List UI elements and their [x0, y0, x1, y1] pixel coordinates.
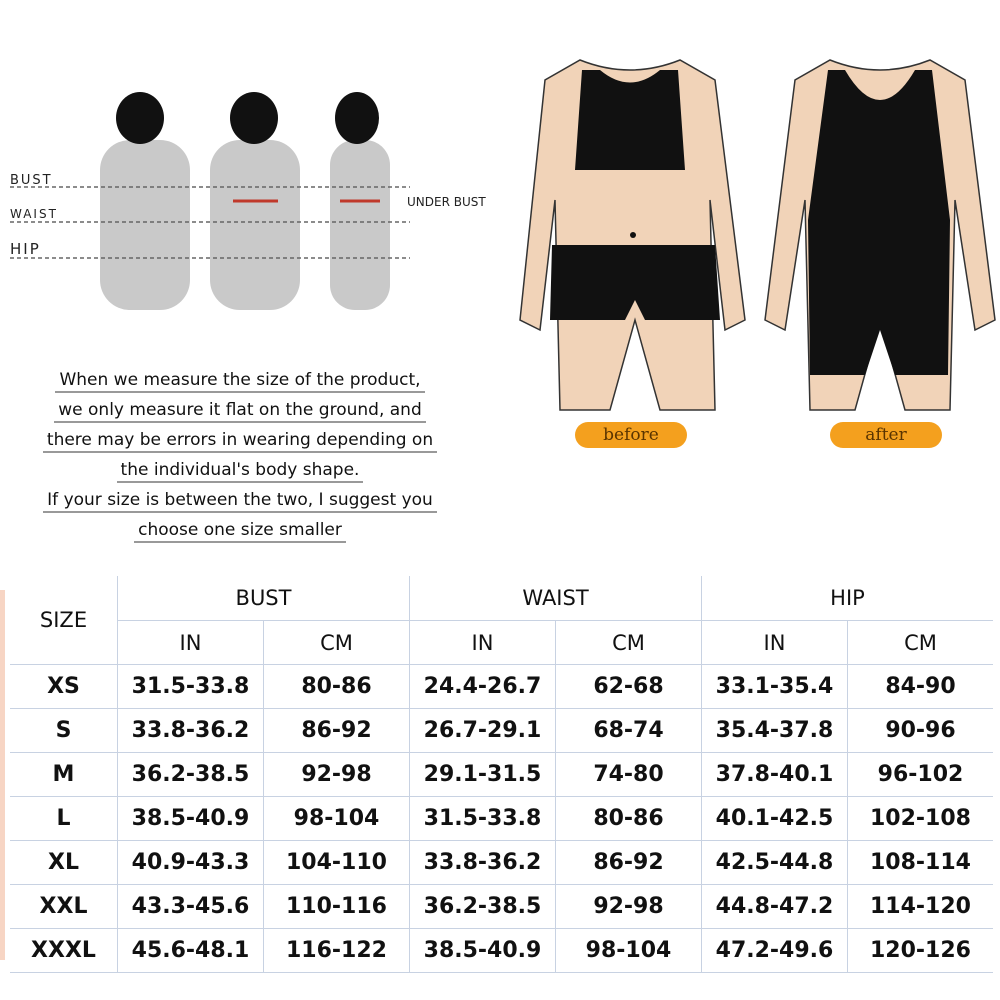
size-cell: XXXL: [10, 928, 118, 973]
size-table: SIZE BUST WAIST HIP IN CM IN CM IN CM XS…: [10, 576, 993, 973]
value-cell: 92-98: [263, 752, 410, 797]
waist-label: WAIST: [10, 207, 58, 221]
size-header: SIZE: [10, 576, 118, 665]
unit-header: CM: [847, 620, 993, 665]
table-row: L 38.5-40.9 98-104 31.5-33.8 80-86 40.1-42.5 1…: [10, 796, 993, 841]
value-cell: 29.1-31.5: [409, 752, 556, 797]
value-cell: 116-122: [263, 928, 410, 973]
value-cell: 42.5-44.8: [701, 840, 848, 885]
value-cell: 47.2-49.6: [701, 928, 848, 973]
value-cell: 40.1-42.5: [701, 796, 848, 841]
value-cell: 31.5-33.8: [117, 664, 264, 709]
under-bust-label: UNDER BUST: [407, 195, 486, 209]
value-cell: 24.4-26.7: [409, 664, 556, 709]
table-row: XXL 43.3-45.6 110-116 36.2-38.5 92-98 44.8-47…: [10, 884, 993, 929]
value-cell: 108-114: [847, 840, 993, 885]
value-cell: 36.2-38.5: [117, 752, 264, 797]
left-edge-accent: [0, 590, 5, 960]
value-cell: 31.5-33.8: [409, 796, 556, 841]
value-cell: 26.7-29.1: [409, 708, 556, 753]
value-cell: 68-74: [555, 708, 702, 753]
table-row: XXXL 45.6-48.1 116-122 38.5-40.9 98-104 47.2-…: [10, 928, 993, 973]
size-cell: S: [10, 708, 118, 753]
value-cell: 90-96: [847, 708, 993, 753]
before-label: before: [575, 422, 687, 448]
value-cell: 84-90: [847, 664, 993, 709]
size-cell: XXL: [10, 884, 118, 929]
size-cell: XS: [10, 664, 118, 709]
size-cell: L: [10, 796, 118, 841]
note-line: choose one size smaller: [134, 520, 346, 543]
size-cell: XL: [10, 840, 118, 885]
value-cell: 102-108: [847, 796, 993, 841]
before-after-illustration: [519, 59, 996, 411]
value-cell: 33.8-36.2: [117, 708, 264, 753]
size-cell: M: [10, 752, 118, 797]
value-cell: 44.8-47.2: [701, 884, 848, 929]
value-cell: 45.6-48.1: [117, 928, 264, 973]
unit-header: IN: [117, 620, 264, 665]
value-cell: 110-116: [263, 884, 410, 929]
value-cell: 92-98: [555, 884, 702, 929]
value-cell: 86-92: [555, 840, 702, 885]
note-line: the individual's body shape.: [116, 460, 364, 483]
value-cell: 62-68: [555, 664, 702, 709]
value-cell: 114-120: [847, 884, 993, 929]
note-line: When we measure the size of the product,: [55, 370, 425, 393]
value-cell: 74-80: [555, 752, 702, 797]
value-cell: 33.8-36.2: [409, 840, 556, 885]
note-line: If your size is between the two, I sugge…: [43, 490, 437, 513]
value-cell: 43.3-45.6: [117, 884, 264, 929]
table-row: S 33.8-36.2 86-92 26.7-29.1 68-74 35.4-37.8 90…: [10, 708, 993, 753]
value-cell: 98-104: [555, 928, 702, 973]
unit-header: CM: [555, 620, 702, 665]
hip-label: HIP: [10, 240, 41, 258]
hip-header: HIP: [701, 576, 993, 621]
bust-header: BUST: [117, 576, 410, 621]
value-cell: 33.1-35.4: [701, 664, 848, 709]
note-line: we only measure it flat on the ground, a…: [54, 400, 426, 423]
note-line: there may be errors in wearing depending…: [42, 430, 438, 453]
value-cell: 40.9-43.3: [117, 840, 264, 885]
value-cell: 86-92: [263, 708, 410, 753]
value-cell: 80-86: [263, 664, 410, 709]
after-label: after: [830, 422, 942, 448]
value-cell: 38.5-40.9: [409, 928, 556, 973]
table-row: M 36.2-38.5 92-98 29.1-31.5 74-80 37.8-40.1 96…: [10, 752, 993, 797]
waist-header: WAIST: [409, 576, 702, 621]
value-cell: 80-86: [555, 796, 702, 841]
value-cell: 104-110: [263, 840, 410, 885]
table-row: XS 31.5-33.8 80-86 24.4-26.7 62-68 33.1-35.4 8…: [10, 664, 993, 709]
value-cell: 38.5-40.9: [117, 796, 264, 841]
value-cell: 35.4-37.8: [701, 708, 848, 753]
bust-label: BUST: [10, 173, 53, 188]
unit-header: CM: [263, 620, 410, 665]
value-cell: 98-104: [263, 796, 410, 841]
value-cell: 37.8-40.1: [701, 752, 848, 797]
measurement-figures-illustration: [10, 92, 410, 310]
unit-header: IN: [701, 620, 848, 665]
value-cell: 96-102: [847, 752, 993, 797]
table-row: XL 40.9-43.3 104-110 33.8-36.2 86-92 42.5-44.…: [10, 840, 993, 885]
value-cell: 120-126: [847, 928, 993, 973]
unit-header: IN: [409, 620, 556, 665]
value-cell: 36.2-38.5: [409, 884, 556, 929]
